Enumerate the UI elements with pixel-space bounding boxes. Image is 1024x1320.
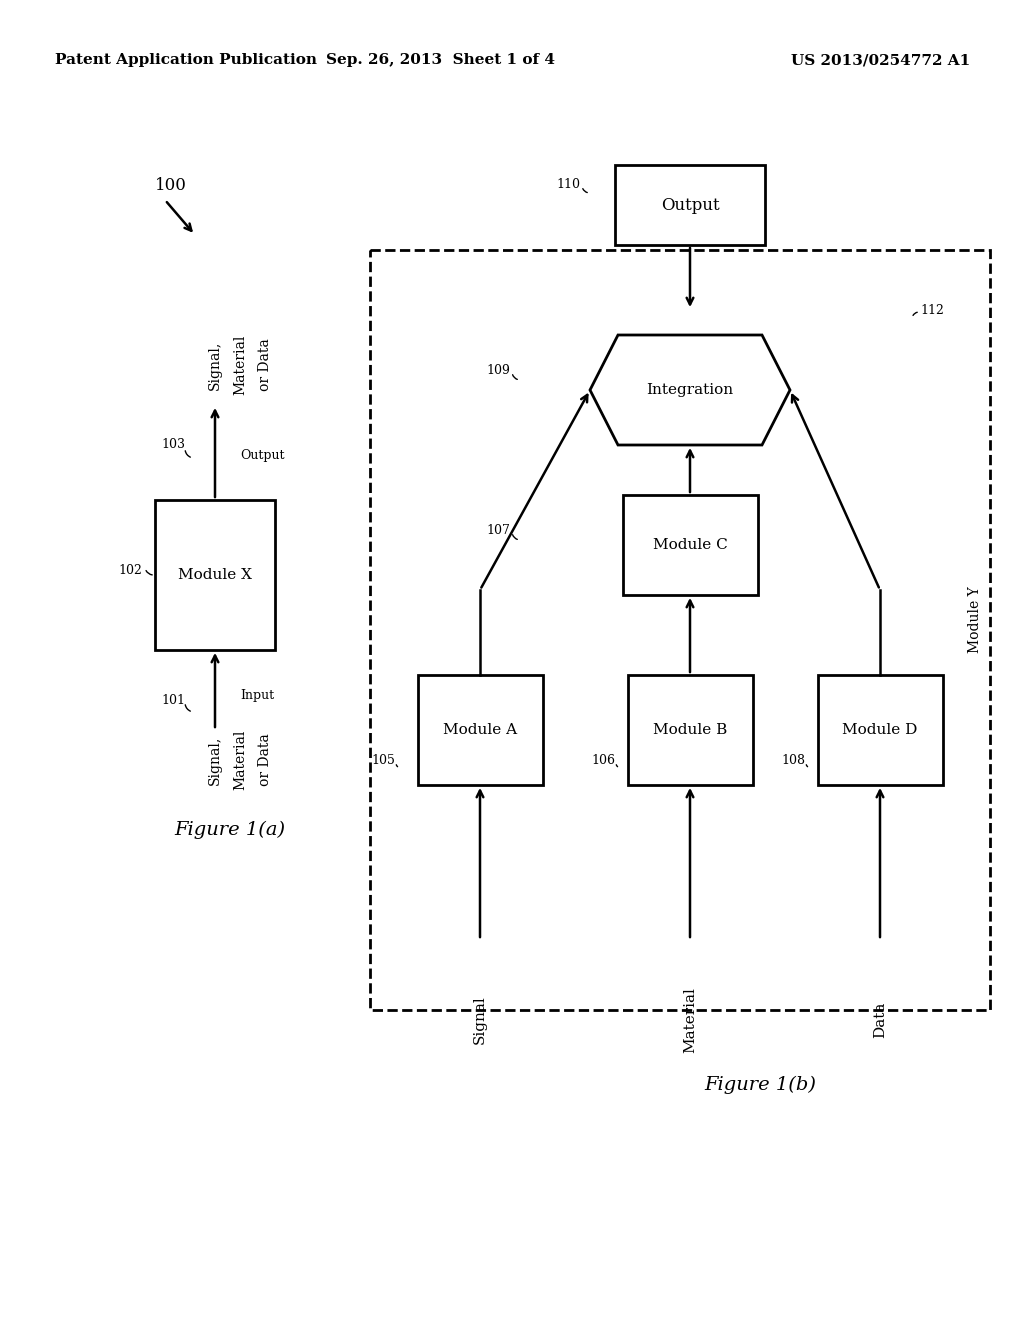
Text: Module Y: Module Y [968, 586, 982, 653]
Text: Output: Output [240, 449, 285, 462]
Text: Data: Data [873, 1002, 887, 1039]
Text: 102: 102 [118, 564, 142, 577]
Text: Material: Material [233, 335, 247, 395]
Text: Material: Material [233, 730, 247, 791]
Polygon shape [590, 335, 790, 445]
Text: Material: Material [683, 987, 697, 1053]
Text: or Data: or Data [258, 734, 272, 787]
Text: Output: Output [660, 197, 719, 214]
Text: 103: 103 [161, 438, 185, 451]
Text: 106: 106 [591, 754, 615, 767]
Bar [155, 500, 275, 649]
Text: 110: 110 [556, 178, 580, 191]
Text: Module C: Module C [652, 539, 727, 552]
Bar [628, 675, 753, 785]
Text: 109: 109 [486, 363, 510, 376]
Text: Signal,: Signal, [208, 341, 222, 389]
Text: 100: 100 [155, 177, 186, 194]
Text: Figure 1(a): Figure 1(a) [174, 821, 286, 840]
Text: or Data: or Data [258, 339, 272, 391]
Text: Sep. 26, 2013  Sheet 1 of 4: Sep. 26, 2013 Sheet 1 of 4 [326, 53, 555, 67]
Bar [370, 249, 990, 1010]
Text: 101: 101 [161, 693, 185, 706]
Bar [623, 495, 758, 595]
Bar [418, 675, 543, 785]
Text: 107: 107 [486, 524, 510, 536]
Text: US 2013/0254772 A1: US 2013/0254772 A1 [791, 53, 970, 67]
Text: Signal,: Signal, [208, 735, 222, 784]
Text: 112: 112 [920, 304, 944, 317]
Text: 105: 105 [371, 754, 395, 767]
Text: Module X: Module X [178, 568, 252, 582]
Text: Patent Application Publication: Patent Application Publication [55, 53, 317, 67]
Text: Module B: Module B [653, 723, 727, 737]
Text: 108: 108 [781, 754, 805, 767]
Text: Module D: Module D [843, 723, 918, 737]
Text: Signal: Signal [473, 995, 487, 1044]
Text: Input: Input [240, 689, 274, 701]
Bar [615, 165, 765, 246]
Text: Module A: Module A [443, 723, 517, 737]
Bar [818, 675, 943, 785]
Text: Figure 1(b): Figure 1(b) [705, 1076, 816, 1094]
Text: Integration: Integration [646, 383, 733, 397]
